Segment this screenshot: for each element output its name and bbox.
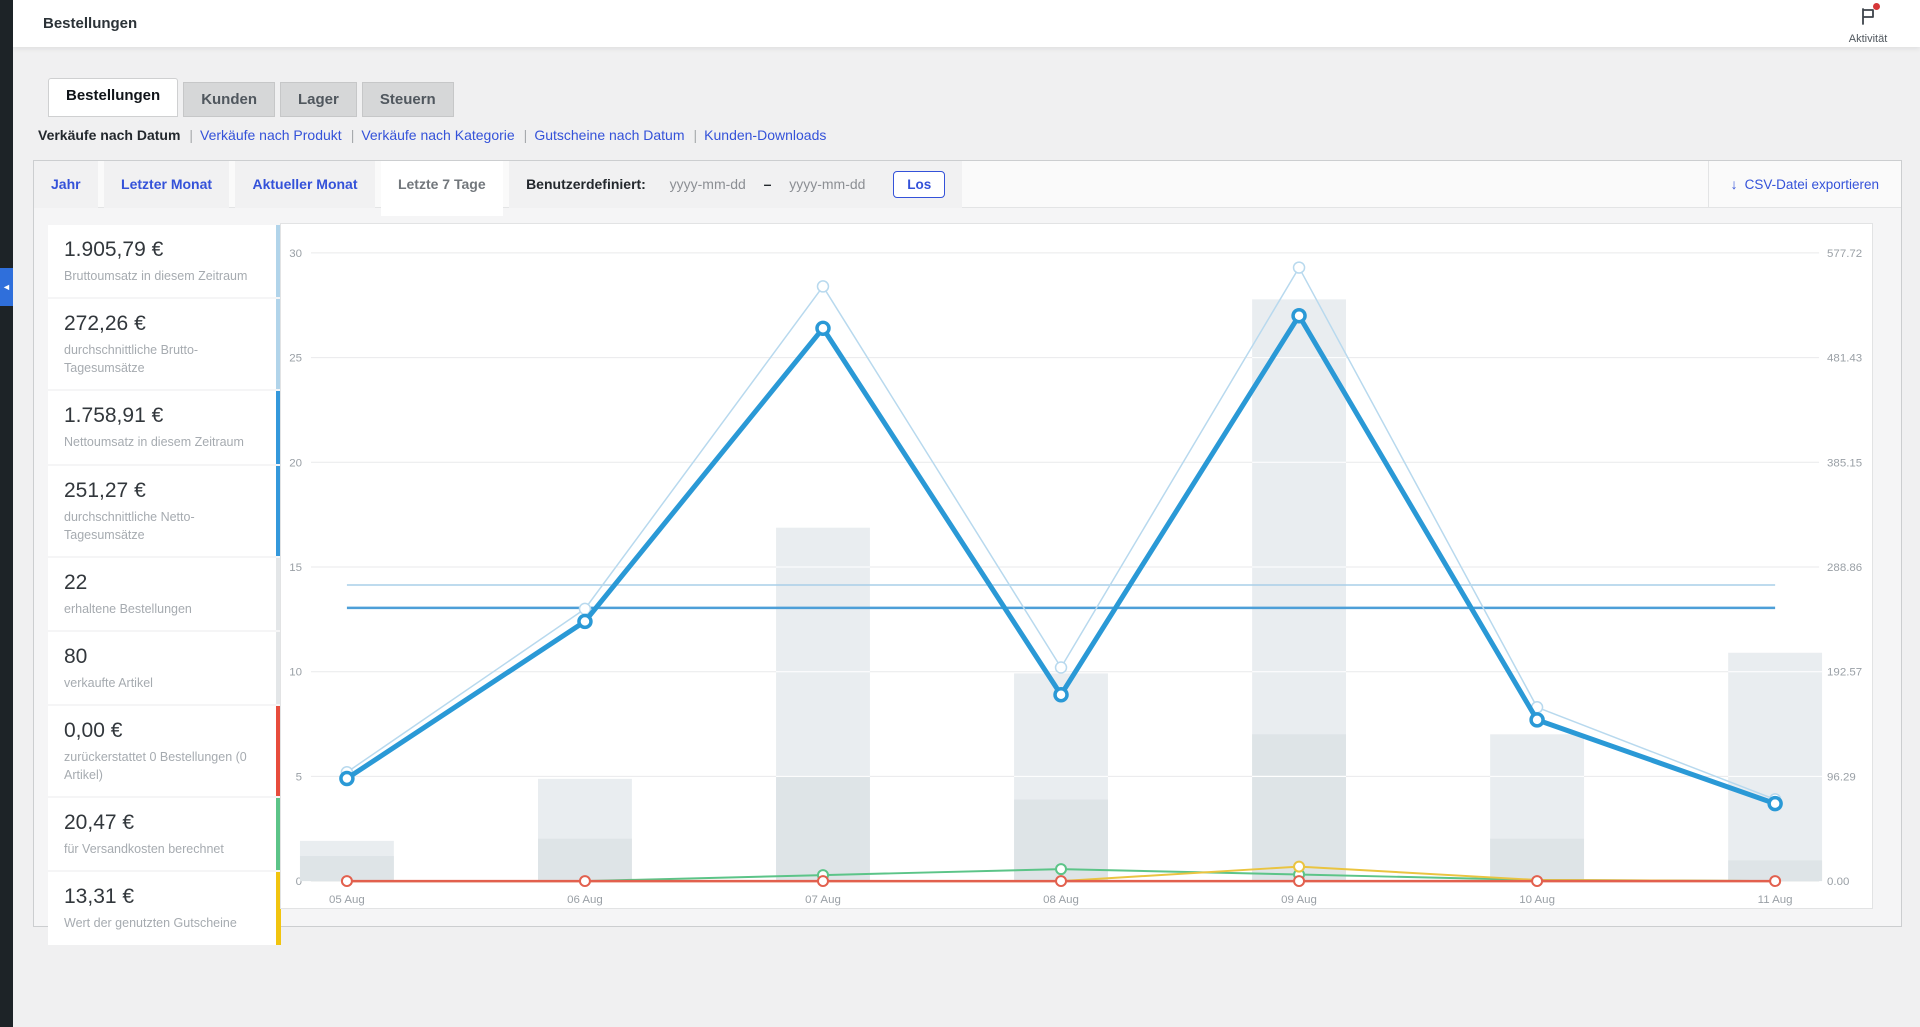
- subnav-separator: |: [350, 127, 355, 143]
- subnav-link-produkt[interactable]: Verkäufe nach Produkt: [200, 127, 342, 143]
- stat-orders-received[interactable]: 22 erhaltene Bestellungen: [48, 557, 281, 630]
- stat-net-sales[interactable]: 1.758,91 € Nettoumsatz in diesem Zeitrau…: [48, 391, 281, 464]
- subnav-link-kategorie[interactable]: Verkäufe nach Kategorie: [361, 127, 515, 143]
- stat-value: 251,27 €: [64, 478, 146, 502]
- svg-text:96.29: 96.29: [1827, 771, 1856, 783]
- stat-label: zurückerstattet 0 Bestellungen (0 Artike…: [64, 750, 247, 783]
- activity-button[interactable]: Aktivität: [1836, 3, 1900, 45]
- subnav-separator: |: [523, 127, 528, 143]
- stat-avg-net-daily[interactable]: 251,27 € durchschnittliche Netto-Tagesum…: [48, 465, 281, 556]
- range-tab-benutzerdefiniert: Benutzerdefiniert: – Los: [509, 161, 963, 208]
- svg-text:05 Aug: 05 Aug: [329, 894, 365, 906]
- page-title: Bestellungen: [43, 15, 138, 32]
- svg-text:0: 0: [296, 876, 302, 888]
- stat-value: 1.905,79 €: [64, 238, 164, 261]
- admin-menu-collapsed[interactable]: ◄: [0, 0, 13, 1027]
- notification-dot: [1873, 3, 1880, 10]
- svg-text:11 Aug: 11 Aug: [1758, 894, 1793, 906]
- range-tab-aktueller-monat[interactable]: Aktueller Monat: [235, 161, 375, 208]
- range-tab-jahr[interactable]: Jahr: [34, 161, 98, 208]
- tab-steuern[interactable]: Steuern: [361, 82, 454, 117]
- report-subnav: Verkäufe nach Datum | Verkäufe nach Produk…: [38, 127, 826, 143]
- header-bar: Bestellungen Aktivität: [13, 0, 1920, 47]
- export-csv-link[interactable]: ↓ CSV-Datei exportieren: [1707, 161, 1901, 208]
- range-tab-letzte-7-tage[interactable]: Letzte 7 Tage: [380, 161, 503, 216]
- svg-text:30: 30: [289, 248, 302, 260]
- stat-value: 22: [64, 570, 88, 594]
- tab-bestellungen[interactable]: Bestellungen: [48, 78, 179, 117]
- stat-label: Nettoumsatz in diesem Zeitraum: [64, 435, 244, 450]
- sales-chart-canvas: 0 0.00 5 96.29 10 192.57 15 288.86 20 385.15 25 481…: [289, 248, 1862, 906]
- stat-value: 20,47 €: [64, 811, 135, 835]
- collapse-chevron-icon: ◄: [2, 282, 11, 292]
- svg-text:09 Aug: 09 Aug: [1281, 894, 1317, 906]
- subnav-link-downloads[interactable]: Kunden-Downloads: [704, 127, 827, 143]
- subnav-separator: |: [693, 127, 698, 143]
- svg-text:577.72: 577.72: [1827, 248, 1862, 260]
- date-to-input[interactable]: [781, 176, 874, 192]
- stat-label: Wert der genutzten Gutscheine: [64, 916, 237, 931]
- svg-text:481.43: 481.43: [1827, 353, 1862, 365]
- svg-text:20: 20: [289, 457, 302, 469]
- stat-label: durchschnittliche Netto-Tagesumsätze: [64, 509, 195, 542]
- stat-refunds[interactable]: 0,00 € zurückerstattet 0 Bestellungen (0…: [48, 706, 281, 797]
- svg-text:07 Aug: 07 Aug: [805, 894, 841, 906]
- subnav-active-item: Verkäufe nach Datum: [38, 127, 181, 143]
- svg-text:10: 10: [289, 667, 302, 679]
- range-tab-letzter-monat[interactable]: Letzter Monat: [104, 161, 230, 208]
- stat-value: 80: [64, 644, 88, 668]
- subnav-separator: |: [189, 127, 194, 143]
- stat-label: für Versandkosten berechnet: [64, 842, 224, 857]
- svg-text:385.15: 385.15: [1827, 457, 1862, 469]
- sales-chart[interactable]: 0 0.00 5 96.29 10 192.57 15 288.86 20 385.15 25 481…: [280, 223, 1873, 909]
- admin-menu-current-item[interactable]: ◄: [0, 268, 13, 306]
- svg-text:25: 25: [289, 353, 302, 365]
- range-dash: –: [763, 176, 772, 192]
- stat-avg-gross-daily[interactable]: 272,26 € durchschnittliche Brutto-Tagesu…: [48, 299, 281, 390]
- subnav-link-gutscheine[interactable]: Gutscheine nach Datum: [534, 127, 685, 143]
- go-button[interactable]: Los: [893, 171, 946, 198]
- activity-label: Aktivität: [1848, 33, 1888, 45]
- stat-label: verkaufte Artikel: [64, 675, 153, 690]
- svg-text:15: 15: [289, 562, 302, 574]
- stat-gross-sales[interactable]: 1.905,79 € Bruttoumsatz in diesem Zeitra…: [48, 225, 281, 298]
- svg-text:08 Aug: 08 Aug: [1043, 894, 1079, 906]
- stat-value: 0,00 €: [64, 719, 123, 742]
- date-from-input[interactable]: [661, 176, 754, 192]
- tab-kunden[interactable]: Kunden: [183, 82, 276, 117]
- report-panel: Jahr Letzter Monat Aktueller Monat Letzt…: [33, 160, 1902, 945]
- stat-coupons-used[interactable]: 13,31 € Wert der genutzten Gutscheine: [48, 872, 281, 945]
- date-range-bar: Jahr Letzter Monat Aktueller Monat Letzt…: [34, 161, 1901, 216]
- stat-label: erhaltene Bestellungen: [64, 601, 192, 616]
- svg-text:10 Aug: 10 Aug: [1519, 894, 1555, 906]
- activity-flag-icon: [1857, 3, 1880, 27]
- custom-range-label: Benutzerdefiniert:: [526, 176, 646, 192]
- svg-text:192.57: 192.57: [1827, 667, 1862, 679]
- report-stats-sidebar: 1.905,79 € Bruttoumsatz in diesem Zeitra…: [48, 225, 281, 947]
- download-arrow-icon: ↓: [1730, 176, 1738, 192]
- svg-text:0.00: 0.00: [1827, 876, 1849, 888]
- stat-shipping-charged[interactable]: 20,47 € für Versandkosten berechnet: [48, 798, 281, 871]
- tab-lager[interactable]: Lager: [280, 82, 357, 117]
- stat-value: 272,26 €: [64, 312, 146, 336]
- stat-label: Bruttoumsatz in diesem Zeitraum: [64, 269, 248, 283]
- stat-items-sold[interactable]: 80 verkaufte Artikel: [48, 631, 281, 704]
- stat-value: 1.758,91 €: [64, 404, 164, 428]
- svg-text:5: 5: [296, 771, 302, 783]
- report-tabs: Bestellungen Kunden Lager Steuern: [48, 78, 459, 117]
- svg-text:06 Aug: 06 Aug: [567, 894, 603, 906]
- export-csv-label: CSV-Datei exportieren: [1744, 177, 1879, 192]
- stat-label: durchschnittliche Brutto-Tagesumsätze: [64, 343, 199, 376]
- stat-value: 13,31 €: [64, 885, 135, 909]
- svg-text:288.86: 288.86: [1827, 562, 1862, 574]
